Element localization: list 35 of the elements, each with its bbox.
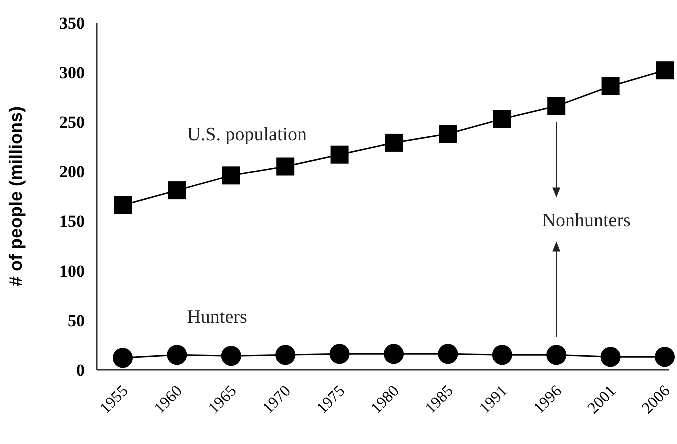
series-label: Hunters [187,307,248,328]
point [602,77,620,96]
y-tick-label: 200 [60,162,85,182]
point [656,62,674,80]
y-tick-label: 100 [60,262,85,281]
point [168,182,186,200]
point [493,110,512,128]
point [113,348,133,368]
y-tick-label: 350 [60,14,85,33]
point [276,345,296,366]
point [492,345,512,366]
point [439,125,458,144]
x-tick-label: 1991 [476,382,512,418]
y-tick-label: 50 [68,311,85,330]
series-label: U.S. population [187,124,308,146]
point [385,134,403,152]
point [438,344,458,364]
y-tick-label: 250 [60,113,85,132]
point [548,97,566,116]
annotation: Nonhunters [542,210,631,232]
point [114,196,132,214]
point [276,158,295,176]
point [330,344,350,364]
y-axis-title: # of people (millions) [6,106,26,287]
point [600,347,621,368]
point [167,345,188,366]
y-tick-label: 0 [76,360,85,380]
point [655,347,675,368]
point [546,345,567,366]
point [221,346,242,366]
point [384,344,404,364]
point [222,166,240,185]
y-tick-label: 150 [60,212,85,232]
point [330,146,349,164]
y-tick-label: 300 [60,64,85,83]
